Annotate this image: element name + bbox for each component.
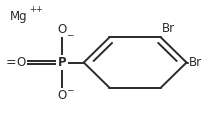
Text: −: − [66, 86, 74, 95]
Text: ++: ++ [29, 5, 43, 14]
Text: −: − [66, 30, 74, 39]
Text: O: O [57, 89, 66, 102]
Text: Br: Br [189, 56, 202, 69]
Text: Br: Br [162, 22, 175, 36]
Text: O: O [17, 56, 26, 69]
Text: O: O [57, 23, 66, 36]
Text: =: = [6, 56, 16, 69]
Text: P: P [58, 56, 66, 69]
Text: Mg: Mg [9, 10, 27, 23]
